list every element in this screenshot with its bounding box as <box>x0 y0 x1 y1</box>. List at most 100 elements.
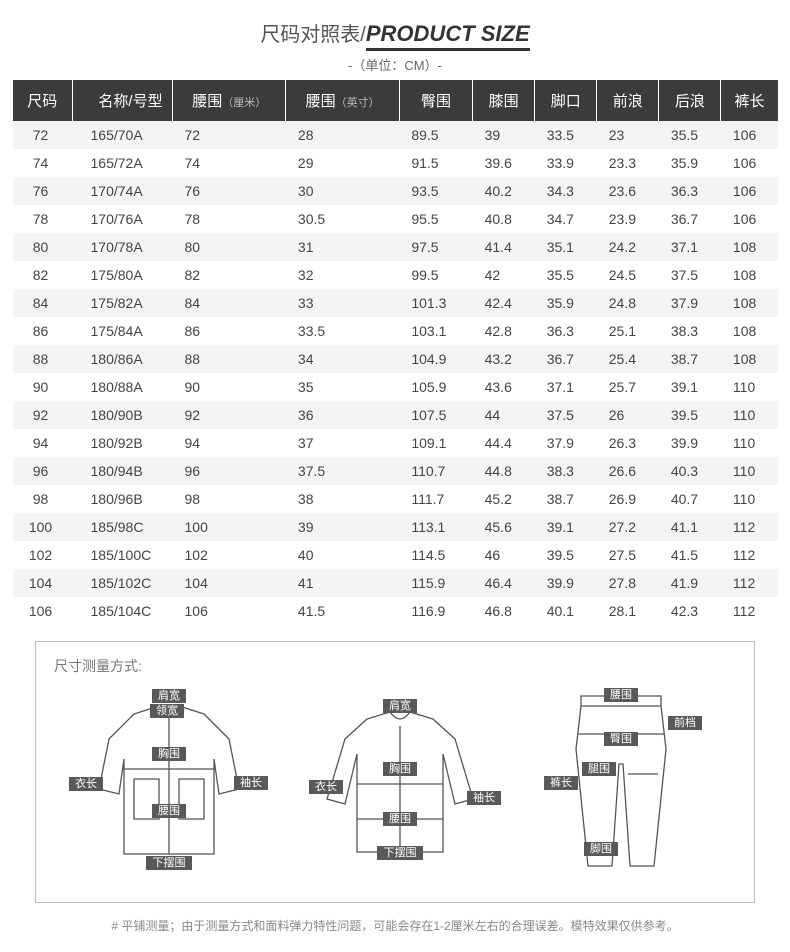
table-cell: 24.2 <box>597 233 659 261</box>
table-cell: 108 <box>721 289 778 317</box>
table-cell: 88 <box>13 345 73 373</box>
table-cell: 180/96B <box>73 485 173 513</box>
table-cell: 98 <box>13 485 73 513</box>
svg-text:臀围: 臀围 <box>610 732 632 745</box>
table-cell: 102 <box>13 541 73 569</box>
table-cell: 78 <box>13 205 73 233</box>
table-cell: 25.1 <box>597 317 659 345</box>
table-header-cell: 臀围 <box>399 80 472 121</box>
table-cell: 86 <box>13 317 73 345</box>
table-header-row: 尺码名称/号型腰围（厘米）腰围（英寸）臀围膝围脚口前浪后浪裤长 <box>13 80 778 121</box>
table-cell: 74 <box>173 149 286 177</box>
table-cell: 31 <box>286 233 399 261</box>
table-cell: 97.5 <box>399 233 472 261</box>
table-cell: 35.5 <box>535 261 597 289</box>
table-cell: 46 <box>473 541 535 569</box>
svg-text:前档: 前档 <box>674 715 696 729</box>
table-cell: 112 <box>721 597 778 625</box>
table-cell: 170/74A <box>73 177 173 205</box>
table-cell: 42.3 <box>659 597 721 625</box>
label-jiaowei: 脚围 <box>584 841 618 856</box>
table-cell: 36.3 <box>659 177 721 205</box>
label-yaowei-p: 腰围 <box>604 688 638 702</box>
measure-title: 尺寸测量方式: <box>54 656 736 676</box>
label-lingkuan: 领宽 <box>150 703 184 718</box>
svg-text:衣长: 衣长 <box>315 779 337 793</box>
table-row: 88180/86A8834104.943.236.725.438.7108 <box>13 345 778 373</box>
table-cell: 23.6 <box>597 177 659 205</box>
table-row: 78170/76A7830.595.540.834.723.936.7106 <box>13 205 778 233</box>
table-cell: 28 <box>286 121 399 149</box>
table-cell: 27.5 <box>597 541 659 569</box>
table-cell: 23.3 <box>597 149 659 177</box>
table-cell: 80 <box>13 233 73 261</box>
table-cell: 39.5 <box>659 401 721 429</box>
table-cell: 110 <box>721 485 778 513</box>
table-cell: 110 <box>721 429 778 457</box>
table-cell: 90 <box>173 373 286 401</box>
svg-text:裤长: 裤长 <box>550 775 572 789</box>
table-cell: 106 <box>173 597 286 625</box>
table-cell: 46.4 <box>473 569 535 597</box>
table-cell: 180/86A <box>73 345 173 373</box>
table-cell: 38.3 <box>535 457 597 485</box>
table-cell: 82 <box>173 261 286 289</box>
table-cell: 25.7 <box>597 373 659 401</box>
table-cell: 27.8 <box>597 569 659 597</box>
table-cell: 180/90B <box>73 401 173 429</box>
table-cell: 104.9 <box>399 345 472 373</box>
table-cell: 105.9 <box>399 373 472 401</box>
label-xiuchang: 袖长 <box>234 775 268 790</box>
table-cell: 80 <box>173 233 286 261</box>
table-cell: 39.1 <box>659 373 721 401</box>
table-row: 106185/104C10641.5116.946.840.128.142.31… <box>13 597 778 625</box>
table-header-cell: 尺码 <box>13 80 73 121</box>
title-en: PRODUCT SIZE <box>366 21 530 51</box>
table-cell: 104 <box>13 569 73 597</box>
title-cn: 尺码对照表/ <box>260 24 366 46</box>
table-row: 90180/88A9035105.943.637.125.739.1110 <box>13 373 778 401</box>
table-cell: 37.5 <box>286 457 399 485</box>
table-cell: 106 <box>721 149 778 177</box>
table-cell: 38.7 <box>659 345 721 373</box>
table-cell: 101.3 <box>399 289 472 317</box>
svg-text:领宽: 领宽 <box>156 703 178 717</box>
table-cell: 43.6 <box>473 373 535 401</box>
table-row: 102185/100C10240114.54639.527.541.5112 <box>13 541 778 569</box>
svg-text:腿围: 腿围 <box>588 762 610 775</box>
table-cell: 35.9 <box>659 149 721 177</box>
table-cell: 41.1 <box>659 513 721 541</box>
table-cell: 34.3 <box>535 177 597 205</box>
table-row: 92180/90B9236107.54437.52639.5110 <box>13 401 778 429</box>
table-cell: 102 <box>173 541 286 569</box>
unit-line: -（单位：CM）- <box>0 55 790 74</box>
table-cell: 106 <box>721 177 778 205</box>
table-cell: 39.5 <box>535 541 597 569</box>
table-cell: 23 <box>597 121 659 149</box>
table-cell: 39.9 <box>659 429 721 457</box>
table-cell: 44 <box>473 401 535 429</box>
label-yichang: 衣长 <box>69 776 103 791</box>
table-cell: 43.2 <box>473 345 535 373</box>
table-cell: 180/88A <box>73 373 173 401</box>
jacket-diagram-2: 肩宽 衣长 胸围 袖长 腰围 下摆围 <box>295 684 505 884</box>
svg-text:脚围: 脚围 <box>590 841 612 855</box>
table-cell: 78 <box>173 205 286 233</box>
table-row: 80170/78A803197.541.435.124.237.1108 <box>13 233 778 261</box>
table-cell: 96 <box>13 457 73 485</box>
table-row: 94180/92B9437109.144.437.926.339.9110 <box>13 429 778 457</box>
svg-text:腰围: 腰围 <box>610 688 632 701</box>
table-cell: 32 <box>286 261 399 289</box>
table-cell: 180/92B <box>73 429 173 457</box>
table-cell: 112 <box>721 541 778 569</box>
table-cell: 110 <box>721 401 778 429</box>
table-row: 86175/84A8633.5103.142.836.325.138.3108 <box>13 317 778 345</box>
table-cell: 93.5 <box>399 177 472 205</box>
table-row: 76170/74A763093.540.234.323.636.3106 <box>13 177 778 205</box>
table-cell: 185/98C <box>73 513 173 541</box>
svg-text:肩宽: 肩宽 <box>389 698 411 712</box>
table-cell: 106 <box>13 597 73 625</box>
table-header-cell: 腰围（英寸） <box>286 80 399 121</box>
table-cell: 35.5 <box>659 121 721 149</box>
svg-text:肩宽: 肩宽 <box>158 688 180 702</box>
